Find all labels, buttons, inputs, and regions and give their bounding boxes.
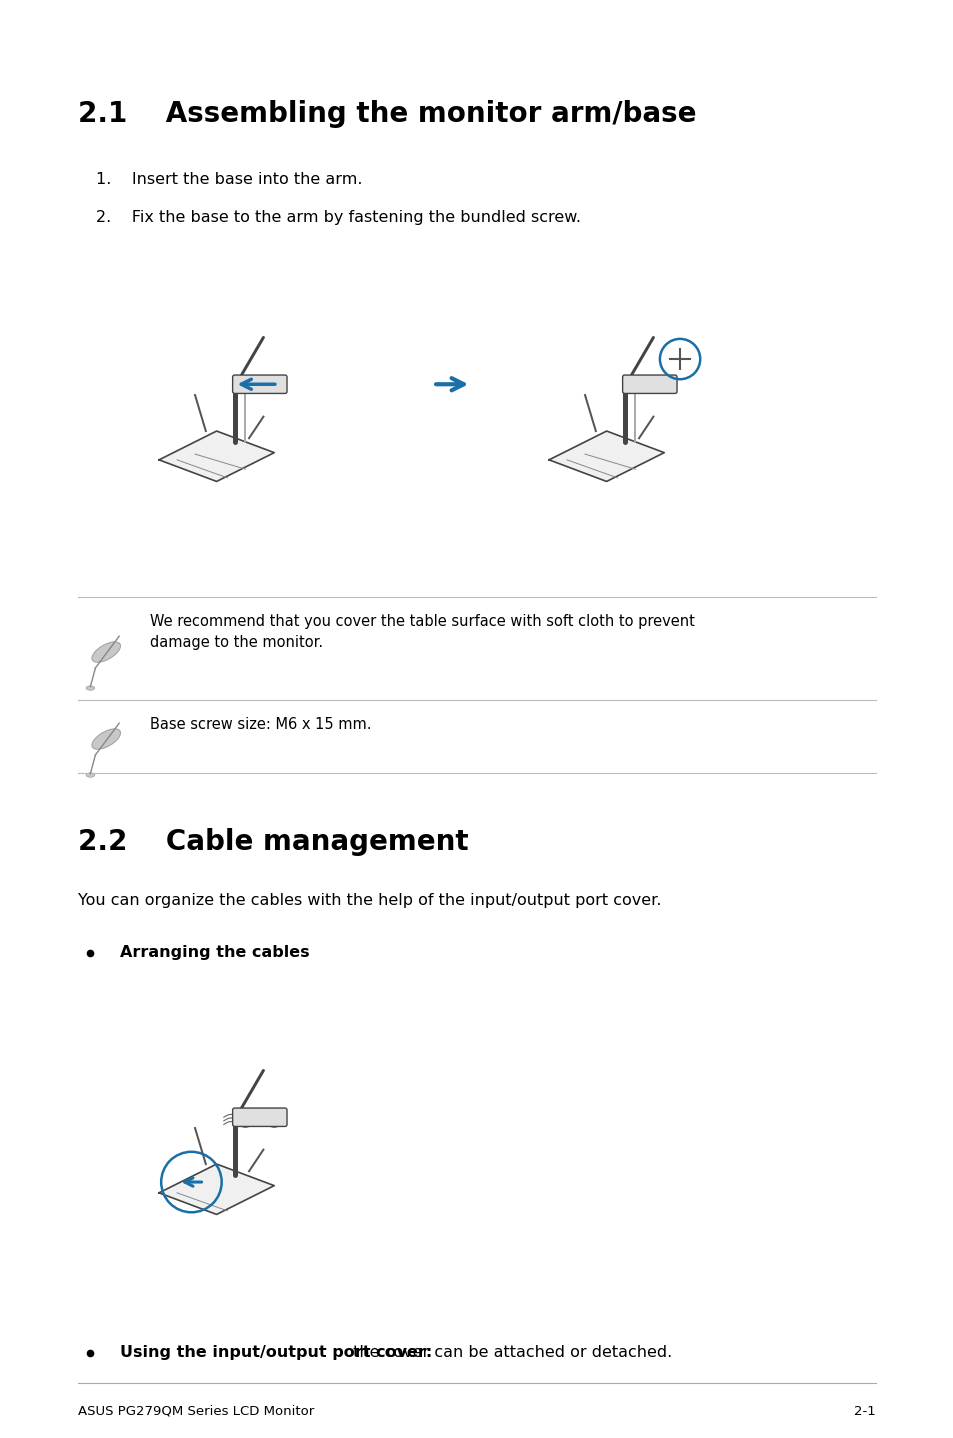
Text: 2.2    Cable management: 2.2 Cable management [78,828,468,856]
Polygon shape [159,431,274,482]
Polygon shape [91,641,120,661]
Text: 2-1: 2-1 [853,1405,875,1418]
Text: 1.    Insert the base into the arm.: 1. Insert the base into the arm. [96,171,362,187]
Ellipse shape [86,686,94,690]
Text: We recommend that you cover the table surface with soft cloth to prevent
damage : We recommend that you cover the table su… [150,614,695,650]
FancyBboxPatch shape [233,375,287,394]
Text: You can organize the cables with the help of the input/output port cover.: You can organize the cables with the hel… [78,893,661,907]
Text: ASUS PG279QM Series LCD Monitor: ASUS PG279QM Series LCD Monitor [78,1405,314,1418]
FancyBboxPatch shape [622,375,677,394]
FancyBboxPatch shape [233,1109,287,1126]
Text: 2.1    Assembling the monitor arm/base: 2.1 Assembling the monitor arm/base [78,99,696,128]
Ellipse shape [86,772,94,777]
Text: Arranging the cables: Arranging the cables [120,945,310,959]
Polygon shape [549,431,663,482]
Text: 2.    Fix the base to the arm by fastening the bundled screw.: 2. Fix the base to the arm by fastening … [96,210,580,224]
Text: Base screw size: M6 x 15 mm.: Base screw size: M6 x 15 mm. [150,716,372,732]
Text: the cover can be attached or detached.: the cover can be attached or detached. [348,1345,672,1360]
Text: Using the input/output port cover:: Using the input/output port cover: [120,1345,432,1360]
Polygon shape [91,729,120,749]
Polygon shape [159,1163,274,1215]
